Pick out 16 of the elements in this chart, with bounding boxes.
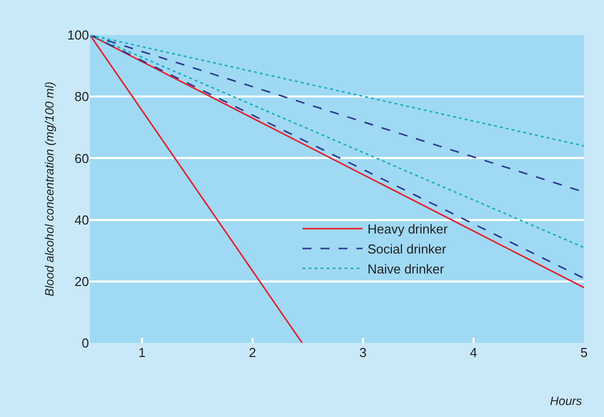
x-axis-title: Hours: [550, 394, 582, 408]
y-tick-label: 80: [74, 89, 89, 104]
y-axis-title: Blood alcohol concentration (mg/100 ml): [42, 82, 57, 296]
x-tick-label: 2: [248, 345, 256, 360]
y-tick-label: 60: [74, 150, 89, 166]
legend-label: Social drinker: [367, 242, 447, 257]
x-tick-label: 1: [138, 345, 146, 360]
x-tick-label: 3: [359, 345, 367, 360]
legend-label: Heavy drinker: [367, 222, 448, 237]
x-tick-label: 4: [470, 345, 478, 360]
y-tick-label: 0: [82, 336, 89, 351]
y-tick-label: 40: [74, 212, 89, 228]
y-tick-label: 100: [67, 28, 89, 43]
x-tick-label: 5: [580, 345, 588, 360]
legend-label: Naive drinker: [367, 261, 445, 276]
y-tick-label: 20: [74, 274, 89, 289]
